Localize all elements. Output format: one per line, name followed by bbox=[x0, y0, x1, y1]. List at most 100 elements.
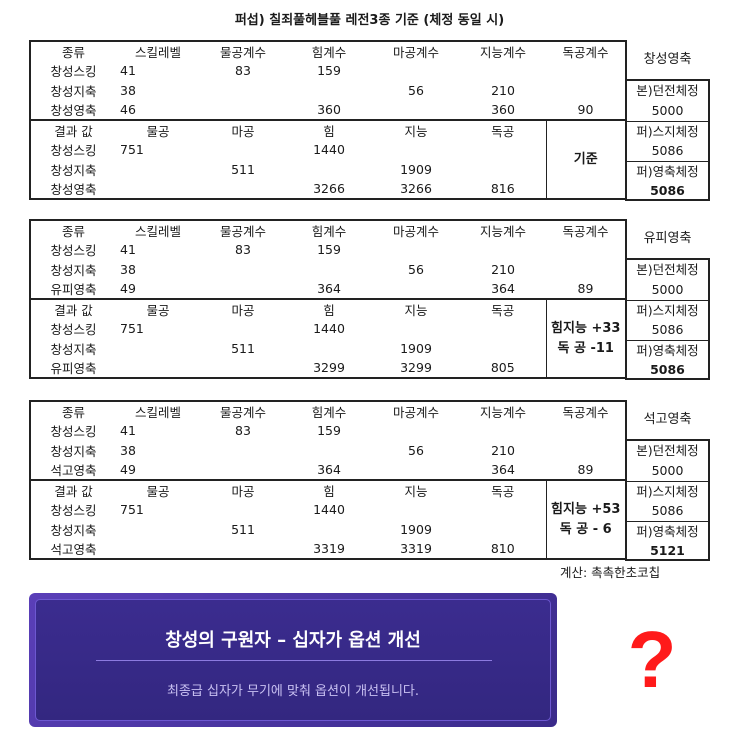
table-cell: 1909 bbox=[400, 161, 432, 177]
table-cell bbox=[286, 441, 372, 461]
banner-subtitle: 최종급 십자가 무기에 맞춰 옵션이 개선됩니다. bbox=[166, 684, 420, 699]
table-cell bbox=[546, 259, 627, 279]
table-cell: 210 bbox=[491, 261, 515, 277]
table-cell bbox=[372, 500, 460, 520]
result-row: 창성영축 3266 3266 816 bbox=[29, 179, 626, 200]
column-header: 독공계수 bbox=[546, 219, 627, 240]
table-cell: 49 bbox=[120, 281, 136, 296]
table-cell bbox=[372, 61, 460, 81]
result-header-row: 결과 값 물공 마공 힘 지능 독공 힘지능 +53 독 공 - 6 bbox=[29, 479, 627, 560]
column-header: 힘계수 bbox=[286, 40, 372, 61]
table-cell: 3266 bbox=[286, 179, 372, 200]
table-cell: 805 bbox=[460, 358, 546, 379]
table-cell bbox=[372, 279, 460, 299]
table-cell: 159 bbox=[317, 423, 341, 439]
table-cell bbox=[200, 279, 286, 299]
table-cell: 364 bbox=[317, 281, 341, 296]
row-label: 창성영축 bbox=[29, 179, 116, 200]
table-cell: 751 bbox=[120, 502, 144, 518]
side-label: 본)던전체정 bbox=[636, 443, 699, 458]
note-line: 독 공 - 6 bbox=[559, 521, 612, 537]
banner-panel: 창성의 구원자 – 십자가 옵션 개선 최종급 십자가 무기에 맞춰 옵션이 개… bbox=[35, 599, 551, 721]
column-header: 물공계수 bbox=[200, 219, 286, 240]
table-cell bbox=[460, 61, 546, 81]
column-header: 마공계수 bbox=[372, 219, 460, 240]
table-cell: 511 bbox=[231, 521, 255, 537]
side-title: 석고영축 bbox=[643, 412, 692, 427]
table-cell bbox=[460, 339, 546, 359]
column-header: 지능 bbox=[372, 298, 460, 319]
column-header: 마공 bbox=[200, 298, 286, 319]
table-cell bbox=[546, 240, 627, 260]
column-header: 힘계수 bbox=[286, 219, 372, 240]
comparison-note: 기준 bbox=[545, 119, 627, 200]
table-cell bbox=[200, 441, 286, 461]
column-header: 종류 bbox=[29, 219, 116, 240]
row-label: 창성지축 bbox=[29, 259, 116, 279]
column-header: 스킬레벨 bbox=[116, 40, 200, 61]
column-header: 지능계수 bbox=[460, 219, 546, 240]
table-cell bbox=[116, 539, 200, 560]
table-cell: 364 bbox=[491, 281, 515, 296]
table-cell: 210 bbox=[491, 442, 515, 458]
table-cell bbox=[286, 339, 372, 359]
note-line: 기준 bbox=[573, 151, 598, 167]
table-cell bbox=[200, 539, 286, 560]
table-cell: 38 bbox=[120, 442, 136, 458]
table-cell bbox=[372, 100, 460, 120]
table-cell bbox=[460, 500, 546, 520]
side-value: 5086 bbox=[650, 362, 685, 377]
table-cell bbox=[200, 179, 286, 200]
table-cell: 159 bbox=[317, 242, 341, 258]
column-header: 지능계수 bbox=[460, 400, 546, 421]
table-cell: 89 bbox=[546, 460, 627, 480]
column-header: 마공 bbox=[200, 479, 286, 500]
table-cell: 360 bbox=[491, 102, 515, 117]
table-cell: 364 bbox=[491, 462, 515, 477]
table-cell bbox=[116, 160, 200, 180]
table-cell bbox=[372, 319, 460, 339]
comparison-note: 힘지능 +33 독 공 -11 bbox=[545, 298, 627, 379]
table-cell: 3319 bbox=[286, 539, 372, 560]
input-row: 창성지축 38 56 210 bbox=[29, 259, 627, 279]
row-label: 창성지축 bbox=[29, 159, 116, 179]
input-row: 창성스킹 41 83 159 bbox=[29, 421, 627, 441]
table-cell bbox=[372, 140, 460, 160]
table-cell bbox=[372, 460, 460, 480]
table-cell bbox=[116, 520, 200, 540]
table-cell: 38 bbox=[120, 261, 136, 277]
table-cell: 751 bbox=[120, 142, 144, 158]
side-value: 5086 bbox=[651, 322, 684, 337]
note-line: 힘지능 +33 bbox=[551, 320, 621, 336]
column-header: 독공계수 bbox=[546, 40, 627, 61]
column-header: 독공 bbox=[460, 298, 546, 319]
table-cell bbox=[200, 358, 286, 379]
column-header: 결과 값 bbox=[29, 479, 116, 500]
banner-title: 창성의 구원자 – 십자가 옵션 개선 bbox=[165, 630, 421, 651]
table-cell: 810 bbox=[460, 539, 546, 560]
side-value: 5000 bbox=[651, 463, 684, 478]
column-header: 지능 bbox=[372, 119, 460, 140]
result-row: 창성지축 511 1909 bbox=[29, 159, 626, 180]
row-label: 창성영축 bbox=[29, 100, 116, 120]
table-cell bbox=[372, 421, 460, 441]
credit-text: 계산: 촉촉한초코칩 bbox=[560, 565, 661, 580]
table-cell: 56 bbox=[408, 442, 424, 458]
table-cell: 83 bbox=[235, 63, 251, 79]
table-cell: 3299 bbox=[372, 358, 460, 379]
input-row: 창성지축 38 56 210 bbox=[29, 80, 627, 100]
note-line: 힘지능 +53 bbox=[551, 501, 621, 517]
row-label: 창성스킹 bbox=[29, 140, 116, 160]
page-title: 퍼섭) 칠죄풀헤블풀 레전3종 기준 (체정 동일 시) bbox=[234, 13, 505, 28]
table-cell bbox=[546, 80, 627, 100]
side-value: 5086 bbox=[651, 503, 684, 518]
input-row: 창성지축 38 56 210 bbox=[29, 440, 627, 461]
row-label: 유피영축 bbox=[29, 358, 116, 379]
table-cell bbox=[286, 520, 372, 540]
table-cell: 3319 bbox=[372, 539, 460, 560]
row-label: 창성스킹 bbox=[29, 421, 116, 441]
stat-table: 종류 스킬레벨 물공계수 힘계수 마공계수 지능계수 독공계수 창성스킹 41 83 159 창성지축… bbox=[29, 40, 627, 200]
table-cell bbox=[546, 440, 627, 460]
result-row: 창성스킹 751 1440 bbox=[29, 140, 626, 160]
input-row: 석고영축 49 364 364 89 bbox=[29, 460, 627, 480]
